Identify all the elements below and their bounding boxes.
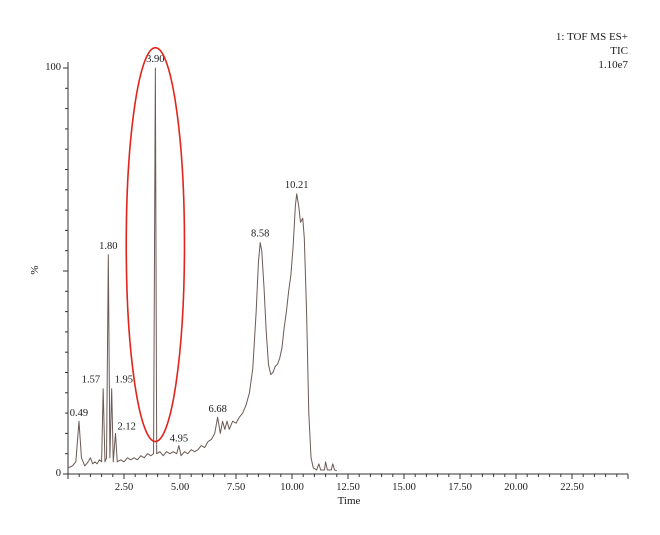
peak-label: 1.80 <box>99 241 117 252</box>
peak-label: 4.95 <box>170 434 188 445</box>
x-axis-label: Time <box>338 495 361 507</box>
x-tick-label: 17.50 <box>448 482 472 493</box>
peak-label: 0.49 <box>70 408 88 419</box>
y-axis-label: % <box>29 265 41 274</box>
peak-label: 6.68 <box>208 404 226 415</box>
highlight-ellipse <box>125 46 186 443</box>
x-tick-label: 22.50 <box>560 482 584 493</box>
x-tick-label: 20.00 <box>504 482 528 493</box>
header-line-3: 1.10e7 <box>598 59 628 71</box>
header-line-2: TIC <box>610 45 628 57</box>
peak-labels: 0.49 1.57 1.80 1.95 2.12 3.90 4.95 6.68 8.58 10.2… <box>70 54 309 445</box>
x-tick-label: 15.00 <box>392 482 416 493</box>
x-tick-label: 10.00 <box>280 482 304 493</box>
peak-label: 8.58 <box>251 229 269 240</box>
trace-layer <box>67 67 337 472</box>
peak-label: 1.57 <box>82 375 100 386</box>
y-tick-label-bottom: 0 <box>56 468 61 479</box>
x-tick-label: 2.50 <box>115 482 133 493</box>
peak-label: 1.95 <box>115 375 133 386</box>
peak-label: 2.12 <box>117 421 135 432</box>
peak-label: 3.90 <box>146 54 164 65</box>
header-line-1: 1: TOF MS ES+ <box>556 31 628 43</box>
peak-label: 10.21 <box>285 180 309 191</box>
y-tick-label-top: 100 <box>45 62 61 73</box>
x-tick-label: 5.00 <box>171 482 189 493</box>
tick-marks <box>63 67 629 479</box>
x-tick-label: 12.50 <box>336 482 360 493</box>
tic-trace-line <box>67 67 337 472</box>
highlight-layer <box>125 46 186 443</box>
x-tick-label: 7.50 <box>227 482 245 493</box>
x-tick-labels: 2.50 5.00 7.50 10.00 12.50 15.00 17.50 20.00 22.… <box>115 482 584 493</box>
